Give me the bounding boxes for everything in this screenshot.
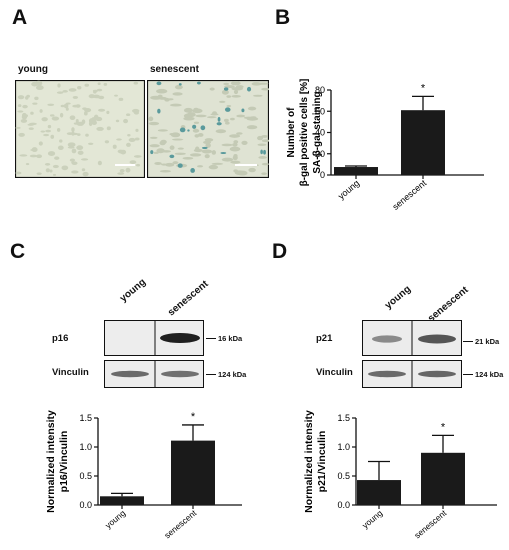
band-vinculin-young xyxy=(368,370,406,378)
y-tick-label: 1.0 xyxy=(79,442,92,452)
x-tick-label: senescent xyxy=(162,507,199,540)
y-tick-label: 0.0 xyxy=(337,500,350,510)
y-tick-label: 1.5 xyxy=(79,413,92,423)
significance-star: * xyxy=(191,411,196,423)
x-tick-label: young xyxy=(336,178,361,201)
x-tick-label: young xyxy=(360,508,384,531)
bar-young xyxy=(357,480,401,505)
panel-letter-c: C xyxy=(10,240,26,263)
lane-label-young: young xyxy=(383,283,414,312)
significance-star: * xyxy=(441,421,446,433)
significance-star: * xyxy=(421,82,426,94)
band-vinculin-senescent xyxy=(161,370,199,378)
y-axis-label: Normalized intensity xyxy=(303,410,315,513)
blot-label-p21: p21 xyxy=(316,333,333,344)
kda-label-124: 124 kDa xyxy=(218,370,247,379)
kda-tick xyxy=(206,338,216,339)
kda-label-16: 16 kDa xyxy=(218,334,243,343)
bar-senescent xyxy=(421,452,465,505)
band-vinculin-young xyxy=(111,370,149,378)
micrograph-senescent xyxy=(147,80,269,178)
chart-p21-vinculin: 0.0 0.5 1.0 1.5 Normalized intensity p21/Vinc… xyxy=(303,410,497,540)
y-tick-label: 1.5 xyxy=(337,413,350,423)
band-p21-young xyxy=(372,335,402,343)
bar-young xyxy=(334,167,378,175)
y-tick-label: 80 xyxy=(315,85,325,95)
y-axis-label: Number of xyxy=(286,107,297,158)
y-tick-label: 60 xyxy=(315,106,325,116)
x-tick-label: senescent xyxy=(412,507,449,540)
lane-label-senescent: senescent xyxy=(166,278,211,319)
y-axis-label: SA-β-gal staining xyxy=(312,91,323,173)
kda-label-21: 21 kDa xyxy=(475,337,500,346)
blot-label-p16: p16 xyxy=(52,333,69,344)
blot-label-vinculin: Vinculin xyxy=(316,367,353,378)
blot-label-vinculin: Vinculin xyxy=(52,367,89,378)
kda-label-124: 124 kDa xyxy=(475,370,504,379)
band-p16-senescent xyxy=(160,333,200,343)
panel-letter-b: B xyxy=(275,6,291,29)
bar-senescent xyxy=(401,110,445,175)
y-tick-label: 0.5 xyxy=(79,471,92,481)
y-axis-label: β-gal positive cells [%] xyxy=(299,79,310,187)
chart-sa-beta-gal: 0 20 40 60 80 Number of β-gal positive cells [… xyxy=(286,79,484,212)
lane-label-young: young xyxy=(118,276,149,305)
x-tick-label: young xyxy=(103,508,127,531)
lane-label-senescent: senescent xyxy=(426,284,471,325)
kda-tick xyxy=(463,374,473,375)
y-axis-label: p16/Vinculin xyxy=(58,431,70,493)
x-tick-label: senescent xyxy=(390,178,428,212)
y-axis-label: Normalized intensity xyxy=(45,410,57,513)
western-blot-c xyxy=(104,320,204,388)
band-vinculin-senescent xyxy=(418,370,456,378)
y-tick-label: 0.5 xyxy=(337,471,350,481)
y-tick-label: 0.0 xyxy=(79,500,92,510)
panel-letter-d: D xyxy=(272,240,288,263)
bar-young xyxy=(100,496,144,505)
band-p21-senescent xyxy=(418,334,456,344)
micrograph-label-young: young xyxy=(18,64,48,75)
micrograph-young xyxy=(15,80,145,178)
chart-p16-vinculin: 0.0 0.5 1.0 1.5 Normalized intensity p16/Vinc… xyxy=(45,410,242,540)
y-tick-label: 40 xyxy=(315,128,325,138)
kda-tick xyxy=(206,374,216,375)
kda-tick xyxy=(463,341,473,342)
micrograph-label-senescent: senescent xyxy=(150,64,199,75)
y-axis-label: p21/Vinculin xyxy=(316,431,328,493)
bar-senescent xyxy=(171,440,215,505)
western-blot-d xyxy=(362,320,462,388)
y-tick-label: 1.0 xyxy=(337,442,350,452)
y-tick-label: 20 xyxy=(315,149,325,159)
panel-letter-a: A xyxy=(12,6,28,29)
y-tick-label: 0 xyxy=(320,170,325,180)
